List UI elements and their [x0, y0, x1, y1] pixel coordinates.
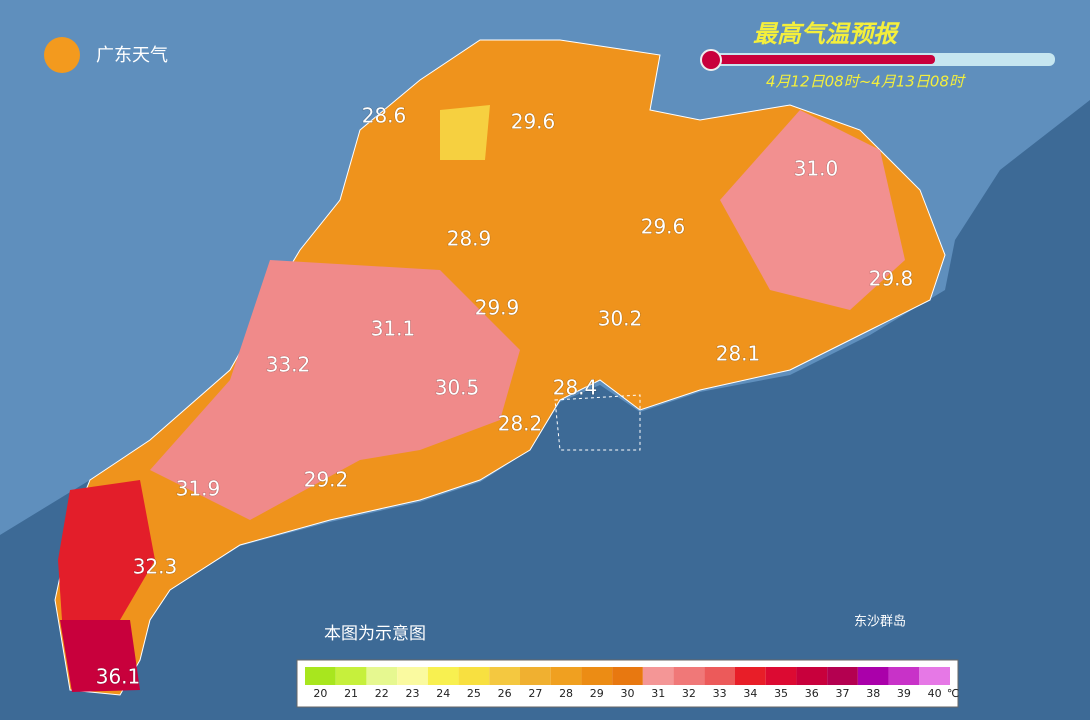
thermo-fill: [705, 55, 935, 64]
temp-label: 28.6: [362, 104, 407, 128]
legend-swatch: [366, 667, 398, 685]
legend-label: 29: [590, 687, 604, 700]
legend-swatch: [919, 667, 950, 685]
legend-label: 33: [713, 687, 727, 700]
legend-swatch: [704, 667, 735, 685]
temp-label: 30.5: [435, 376, 480, 400]
legend-swatch: [397, 667, 428, 685]
legend-swatch: [335, 667, 367, 685]
extreme-zone: [60, 620, 140, 692]
legend-swatch: [581, 667, 613, 685]
legend-swatch: [673, 667, 705, 685]
legend-label: 38: [866, 687, 880, 700]
legend-swatch: [642, 667, 674, 685]
temp-label: 36.1: [96, 665, 141, 689]
legend-swatch: [305, 667, 336, 685]
legend-label: 30: [621, 687, 635, 700]
legend-swatch: [520, 667, 551, 685]
legend-swatch: [857, 667, 889, 685]
temp-label: 29.6: [641, 215, 686, 239]
temp-label: 33.2: [266, 353, 311, 377]
hot-zone: [150, 260, 520, 520]
legend-label: 27: [528, 687, 542, 700]
temp-label: 31.9: [176, 477, 221, 501]
note: 本图为示意图: [324, 624, 426, 644]
temp-label: 29.8: [869, 267, 914, 291]
legend-swatch: [765, 667, 797, 685]
legend-swatch: [827, 667, 858, 685]
legend-label: 25: [467, 687, 481, 700]
legend-label: 31: [651, 687, 665, 700]
legend-label: 37: [836, 687, 850, 700]
temp-label: 31.1: [371, 317, 416, 341]
legend-label: 32: [682, 687, 696, 700]
temp-label: 28.4: [553, 376, 598, 400]
title: 最高气温预报: [753, 20, 900, 48]
temp-label: 29.6: [511, 110, 556, 134]
thermo-bulb: [700, 49, 722, 71]
temp-label: 31.0: [794, 157, 839, 181]
temp-label: 29.2: [304, 468, 349, 492]
legend-swatch: [888, 667, 920, 685]
legend-label: 21: [344, 687, 358, 700]
legend-label: 24: [436, 687, 450, 700]
legend-swatch: [550, 667, 582, 685]
temp-label: 28.9: [447, 227, 492, 251]
legend-label: 35: [774, 687, 788, 700]
temp-label: 30.2: [598, 307, 643, 331]
legend-swatch: [735, 667, 766, 685]
legend-swatch: [612, 667, 643, 685]
legend-label: 39: [897, 687, 911, 700]
temp-label: 28.2: [498, 412, 543, 436]
logo-icon: [44, 37, 80, 73]
boundary: [554, 394, 641, 451]
island-label: 东沙群岛: [854, 614, 906, 630]
legend-unit: ℃: [947, 687, 959, 700]
legend-label: 23: [406, 687, 420, 700]
legend-label: 28: [559, 687, 573, 700]
cool-zone: [440, 105, 490, 160]
legend-swatch: [489, 667, 520, 685]
temp-label: 32.3: [133, 555, 178, 579]
very-hot-zone: [58, 480, 155, 620]
legend-label: 22: [375, 687, 389, 700]
legend-swatch: [427, 667, 459, 685]
hot-zone: [720, 110, 905, 310]
logo: 广东天气: [96, 45, 168, 66]
period: 4月12日08时~4月13日08时: [766, 73, 966, 91]
legend-label: 34: [743, 687, 757, 700]
legend-swatch: [796, 667, 828, 685]
legend-swatch: [458, 667, 490, 685]
legend-label: 26: [498, 687, 512, 700]
temp-label: 28.1: [716, 342, 761, 366]
legend-label: 36: [805, 687, 819, 700]
legend-label: 20: [313, 687, 327, 700]
temp-label: 29.9: [475, 296, 520, 320]
legend-label: 40: [928, 687, 942, 700]
